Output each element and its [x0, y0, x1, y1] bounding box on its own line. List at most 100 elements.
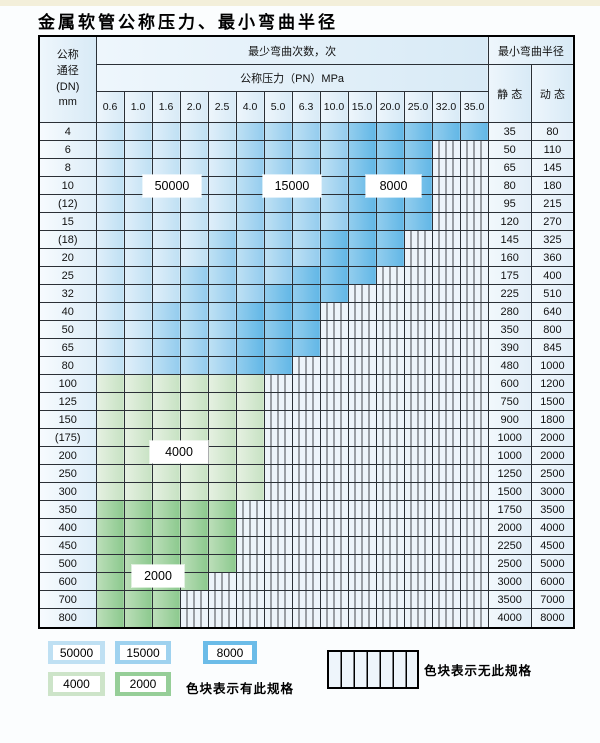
grid-cell-no-spec: [403, 320, 433, 340]
grid-cell-no-spec: [347, 518, 377, 538]
grid-cell-15000: [319, 194, 349, 214]
grid-cell-50000: [123, 356, 153, 376]
grid-cell-no-spec: [263, 446, 293, 466]
grid-cell-15000: [207, 302, 237, 322]
pressure-header: 公称压力（PN）MPa: [95, 64, 489, 92]
legend-swatch-8000-value: 8000: [208, 645, 252, 660]
grid-cell-no-spec: [431, 572, 461, 592]
dynamic-radius-cell: 1200: [530, 374, 575, 394]
grid-cell-15000: [291, 248, 321, 268]
grid-cell-no-spec: [291, 590, 321, 610]
grid-cell-50000: [123, 266, 153, 286]
dn-header-line2: 通径: [56, 64, 79, 77]
grid-cell-no-spec: [347, 374, 377, 394]
grid-cell-8000: [347, 212, 377, 232]
grid-cell-8000: [291, 320, 321, 340]
grid-cell-no-spec: [207, 590, 237, 610]
grid-cell-no-spec: [431, 446, 461, 466]
grid-cell-50000: [123, 248, 153, 268]
static-radius-cell: 600: [487, 374, 532, 394]
grid-cell-no-spec: [403, 428, 433, 448]
pressure-col-header: 1.6: [151, 91, 181, 123]
grid-cell-50000: [123, 140, 153, 160]
grid-cell-15000: [263, 212, 293, 232]
grid-cell-no-spec: [375, 446, 405, 466]
legend: 50000 15000 8000 4000 2000 色块表示有此规格 色块表示…: [0, 640, 600, 740]
grid-cell-no-spec: [459, 320, 489, 340]
grid-cell-no-spec: [179, 608, 209, 629]
grid-cell-no-spec: [319, 356, 349, 376]
grid-cell-no-spec: [263, 572, 293, 592]
grid-cell-4000: [151, 392, 181, 412]
pressure-col-header: 35.0: [459, 91, 489, 123]
grid-cell-no-spec: [263, 500, 293, 520]
grid-cell-4000: [151, 482, 181, 502]
grid-cell-8000: [263, 284, 293, 304]
grid-cell-8000: [291, 284, 321, 304]
static-radius-cell: 4000: [487, 608, 532, 629]
grid-cell-no-spec: [431, 212, 461, 232]
grid-cell-no-spec: [403, 500, 433, 520]
grid-cell-50000: [95, 194, 125, 214]
static-radius-cell: 2000: [487, 518, 532, 538]
grid-cell-no-spec: [431, 500, 461, 520]
grid-cell-no-spec: [319, 572, 349, 592]
grid-cell-15000: [291, 158, 321, 178]
grid-cell-15000: [151, 320, 181, 340]
grid-cell-no-spec: [431, 266, 461, 286]
legend-has-spec-text: 色块表示有此规格: [186, 682, 295, 696]
grid-cell-no-spec: [347, 590, 377, 610]
grid-cell-8000: [375, 121, 405, 142]
spec-table-area: 公称 通径 (DN) mm 最少弯曲次数，次 最小弯曲半径 公称压力（PN）MP…: [38, 35, 576, 629]
dn-cell: 300: [38, 482, 97, 502]
grid-cell-15000: [151, 338, 181, 358]
grid-cell-50000: [179, 230, 209, 250]
grid-cell-4000: [207, 446, 237, 466]
grid-cell-no-spec: [403, 554, 433, 574]
legend-no-spec-hatch: [327, 650, 419, 689]
region-label-2000: 2000: [132, 565, 184, 587]
grid-cell-50000: [95, 230, 125, 250]
grid-cell-50000: [179, 158, 209, 178]
dn-cell: 25: [38, 266, 97, 286]
dn-cell: 4: [38, 121, 97, 142]
dn-cell: 200: [38, 446, 97, 466]
grid-cell-no-spec: [319, 464, 349, 484]
grid-cell-no-spec: [403, 518, 433, 538]
grid-cell-4000: [95, 392, 125, 412]
static-radius-cell: 175: [487, 266, 532, 286]
table-row: (18) 145 325: [38, 230, 575, 250]
dynamic-radius-cell: 1500: [530, 392, 575, 412]
grid-cell-4000: [207, 374, 237, 394]
grid-cell-15000: [179, 320, 209, 340]
grid-cell-no-spec: [375, 392, 405, 412]
table-row: 50 350 800: [38, 320, 575, 340]
grid-cell-8000: [403, 158, 433, 178]
grid-cell-no-spec: [375, 590, 405, 610]
grid-cell-8000: [403, 140, 433, 160]
grid-cell-2000: [95, 500, 125, 520]
grid-cell-8000: [263, 302, 293, 322]
grid-cell-no-spec: [319, 608, 349, 629]
grid-cell-2000: [179, 536, 209, 556]
grid-cell-4000: [207, 482, 237, 502]
grid-cell-8000: [291, 338, 321, 358]
grid-cell-4000: [123, 446, 153, 466]
table-row: 700 3500 7000: [38, 590, 575, 610]
static-radius-cell: 50: [487, 140, 532, 160]
grid-cell-no-spec: [263, 518, 293, 538]
grid-cell-2000: [95, 536, 125, 556]
dn-cell: 125: [38, 392, 97, 412]
grid-cell-15000: [151, 356, 181, 376]
grid-cell-50000: [95, 176, 125, 196]
grid-cell-no-spec: [319, 410, 349, 430]
grid-cell-no-spec: [235, 536, 265, 556]
grid-cell-2000: [151, 590, 181, 610]
grid-cell-15000: [235, 176, 265, 196]
grid-cell-15000: [179, 284, 209, 304]
grid-cell-15000: [207, 248, 237, 268]
grid-cell-15000: [207, 338, 237, 358]
grid-cell-50000: [151, 212, 181, 232]
table-row: 250 1250 2500: [38, 464, 575, 484]
grid-cell-8000: [375, 248, 405, 268]
